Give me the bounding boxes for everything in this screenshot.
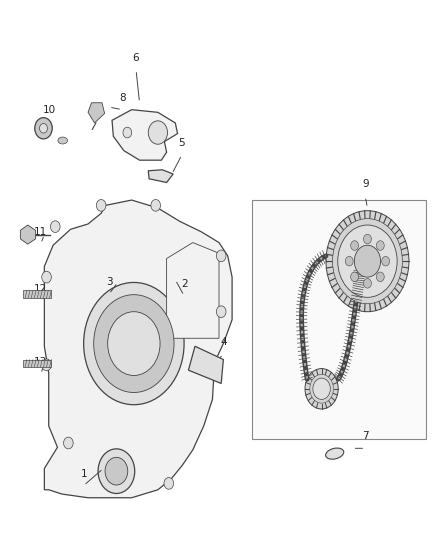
Circle shape bbox=[326, 211, 409, 312]
Text: 13: 13 bbox=[34, 357, 47, 367]
Ellipse shape bbox=[58, 137, 67, 144]
Text: 12: 12 bbox=[34, 284, 47, 294]
Polygon shape bbox=[166, 243, 219, 338]
Text: 10: 10 bbox=[43, 105, 56, 115]
Circle shape bbox=[332, 219, 403, 304]
Text: 5: 5 bbox=[179, 138, 185, 148]
Polygon shape bbox=[188, 346, 223, 383]
Circle shape bbox=[42, 359, 51, 370]
Ellipse shape bbox=[325, 448, 344, 459]
Circle shape bbox=[105, 457, 128, 485]
Circle shape bbox=[42, 271, 51, 283]
Polygon shape bbox=[88, 103, 105, 123]
Bar bbox=[252, 200, 426, 439]
Polygon shape bbox=[44, 200, 232, 498]
Text: 7: 7 bbox=[362, 431, 369, 441]
Text: 11: 11 bbox=[34, 227, 47, 237]
Text: 2: 2 bbox=[181, 279, 187, 289]
Text: 1: 1 bbox=[80, 469, 87, 479]
Circle shape bbox=[376, 272, 384, 281]
Circle shape bbox=[364, 279, 371, 288]
Circle shape bbox=[50, 221, 60, 232]
Circle shape bbox=[123, 127, 132, 138]
Circle shape bbox=[108, 312, 160, 375]
Circle shape bbox=[64, 437, 73, 449]
Polygon shape bbox=[148, 169, 173, 182]
Circle shape bbox=[354, 245, 381, 277]
Circle shape bbox=[35, 118, 52, 139]
Circle shape bbox=[338, 225, 397, 297]
Circle shape bbox=[148, 121, 167, 144]
Circle shape bbox=[98, 449, 135, 494]
Circle shape bbox=[376, 241, 384, 251]
Circle shape bbox=[164, 478, 173, 489]
Circle shape bbox=[351, 241, 359, 251]
Text: 6: 6 bbox=[133, 53, 139, 63]
Circle shape bbox=[94, 295, 174, 392]
Circle shape bbox=[310, 374, 333, 403]
Circle shape bbox=[345, 256, 353, 266]
Circle shape bbox=[313, 378, 330, 399]
Text: 3: 3 bbox=[106, 277, 112, 287]
Circle shape bbox=[305, 368, 338, 409]
Bar bbox=[23, 290, 51, 298]
Text: 4: 4 bbox=[220, 337, 227, 348]
Circle shape bbox=[216, 250, 226, 262]
Text: 8: 8 bbox=[119, 93, 125, 103]
Circle shape bbox=[151, 199, 160, 211]
Bar bbox=[23, 360, 51, 367]
Circle shape bbox=[84, 282, 184, 405]
Polygon shape bbox=[112, 110, 177, 160]
Circle shape bbox=[216, 306, 226, 318]
Circle shape bbox=[39, 124, 47, 133]
Polygon shape bbox=[20, 225, 35, 244]
Circle shape bbox=[381, 256, 389, 266]
Circle shape bbox=[364, 235, 371, 244]
Circle shape bbox=[96, 199, 106, 211]
Text: 9: 9 bbox=[362, 180, 369, 189]
Circle shape bbox=[351, 272, 359, 281]
